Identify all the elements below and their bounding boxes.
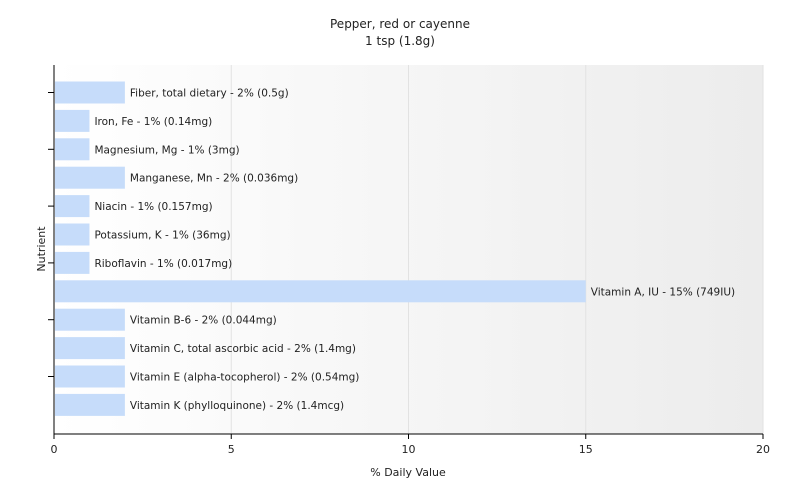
y-axis-label: Nutrient xyxy=(35,226,48,272)
bar xyxy=(55,337,125,360)
bar xyxy=(55,109,90,132)
y-axis-ticks xyxy=(48,92,54,377)
bar xyxy=(55,138,90,161)
x-tick-label: 15 xyxy=(579,443,593,456)
bar xyxy=(55,251,90,274)
bar xyxy=(55,195,90,218)
bar xyxy=(55,223,90,246)
bar-value-label: Vitamin E (alpha-tocopherol) - 2% (0.54m… xyxy=(130,372,360,384)
bar-value-label: Vitamin K (phylloquinone) - 2% (1.4mcg) xyxy=(130,400,344,412)
bar-value-label: Vitamin A, IU - 15% (749IU) xyxy=(591,286,735,298)
bar-value-label: Vitamin B-6 - 2% (0.044mg) xyxy=(130,315,277,327)
bar xyxy=(55,308,125,331)
bar-labels: Fiber, total dietary - 2% (0.5g) Iron, Fe… xyxy=(94,88,735,412)
bar xyxy=(55,166,125,189)
bar-value-label: Potassium, K - 1% (36mg) xyxy=(94,230,230,242)
bar xyxy=(55,280,586,303)
bar-value-label: Manganese, Mn - 2% (0.036mg) xyxy=(130,173,298,185)
x-axis-label: % Daily Value xyxy=(370,466,446,479)
chart-subtitle: 1 tsp (1.8g) xyxy=(365,34,435,48)
bar-value-label: Vitamin C, total ascorbic acid - 2% (1.4… xyxy=(130,343,356,355)
x-axis-ticks: 0 5 10 15 20 xyxy=(51,434,770,456)
x-tick-label: 10 xyxy=(402,443,416,456)
x-tick-label: 0 xyxy=(51,443,58,456)
bar-value-label: Fiber, total dietary - 2% (0.5g) xyxy=(130,88,289,100)
bar-value-label: Niacin - 1% (0.157mg) xyxy=(94,201,212,213)
bar-value-label: Riboflavin - 1% (0.017mg) xyxy=(94,258,232,270)
bars xyxy=(55,81,586,416)
x-tick-label: 20 xyxy=(756,443,770,456)
bar-value-label: Magnesium, Mg - 1% (3mg) xyxy=(94,144,239,156)
bar xyxy=(55,81,125,104)
grid-lines xyxy=(230,65,764,434)
bar-value-label: Iron, Fe - 1% (0.14mg) xyxy=(94,116,212,128)
chart-title: Pepper, red or cayenne xyxy=(330,17,470,31)
bar xyxy=(55,393,125,416)
x-tick-label: 5 xyxy=(228,443,235,456)
bar xyxy=(55,365,125,388)
